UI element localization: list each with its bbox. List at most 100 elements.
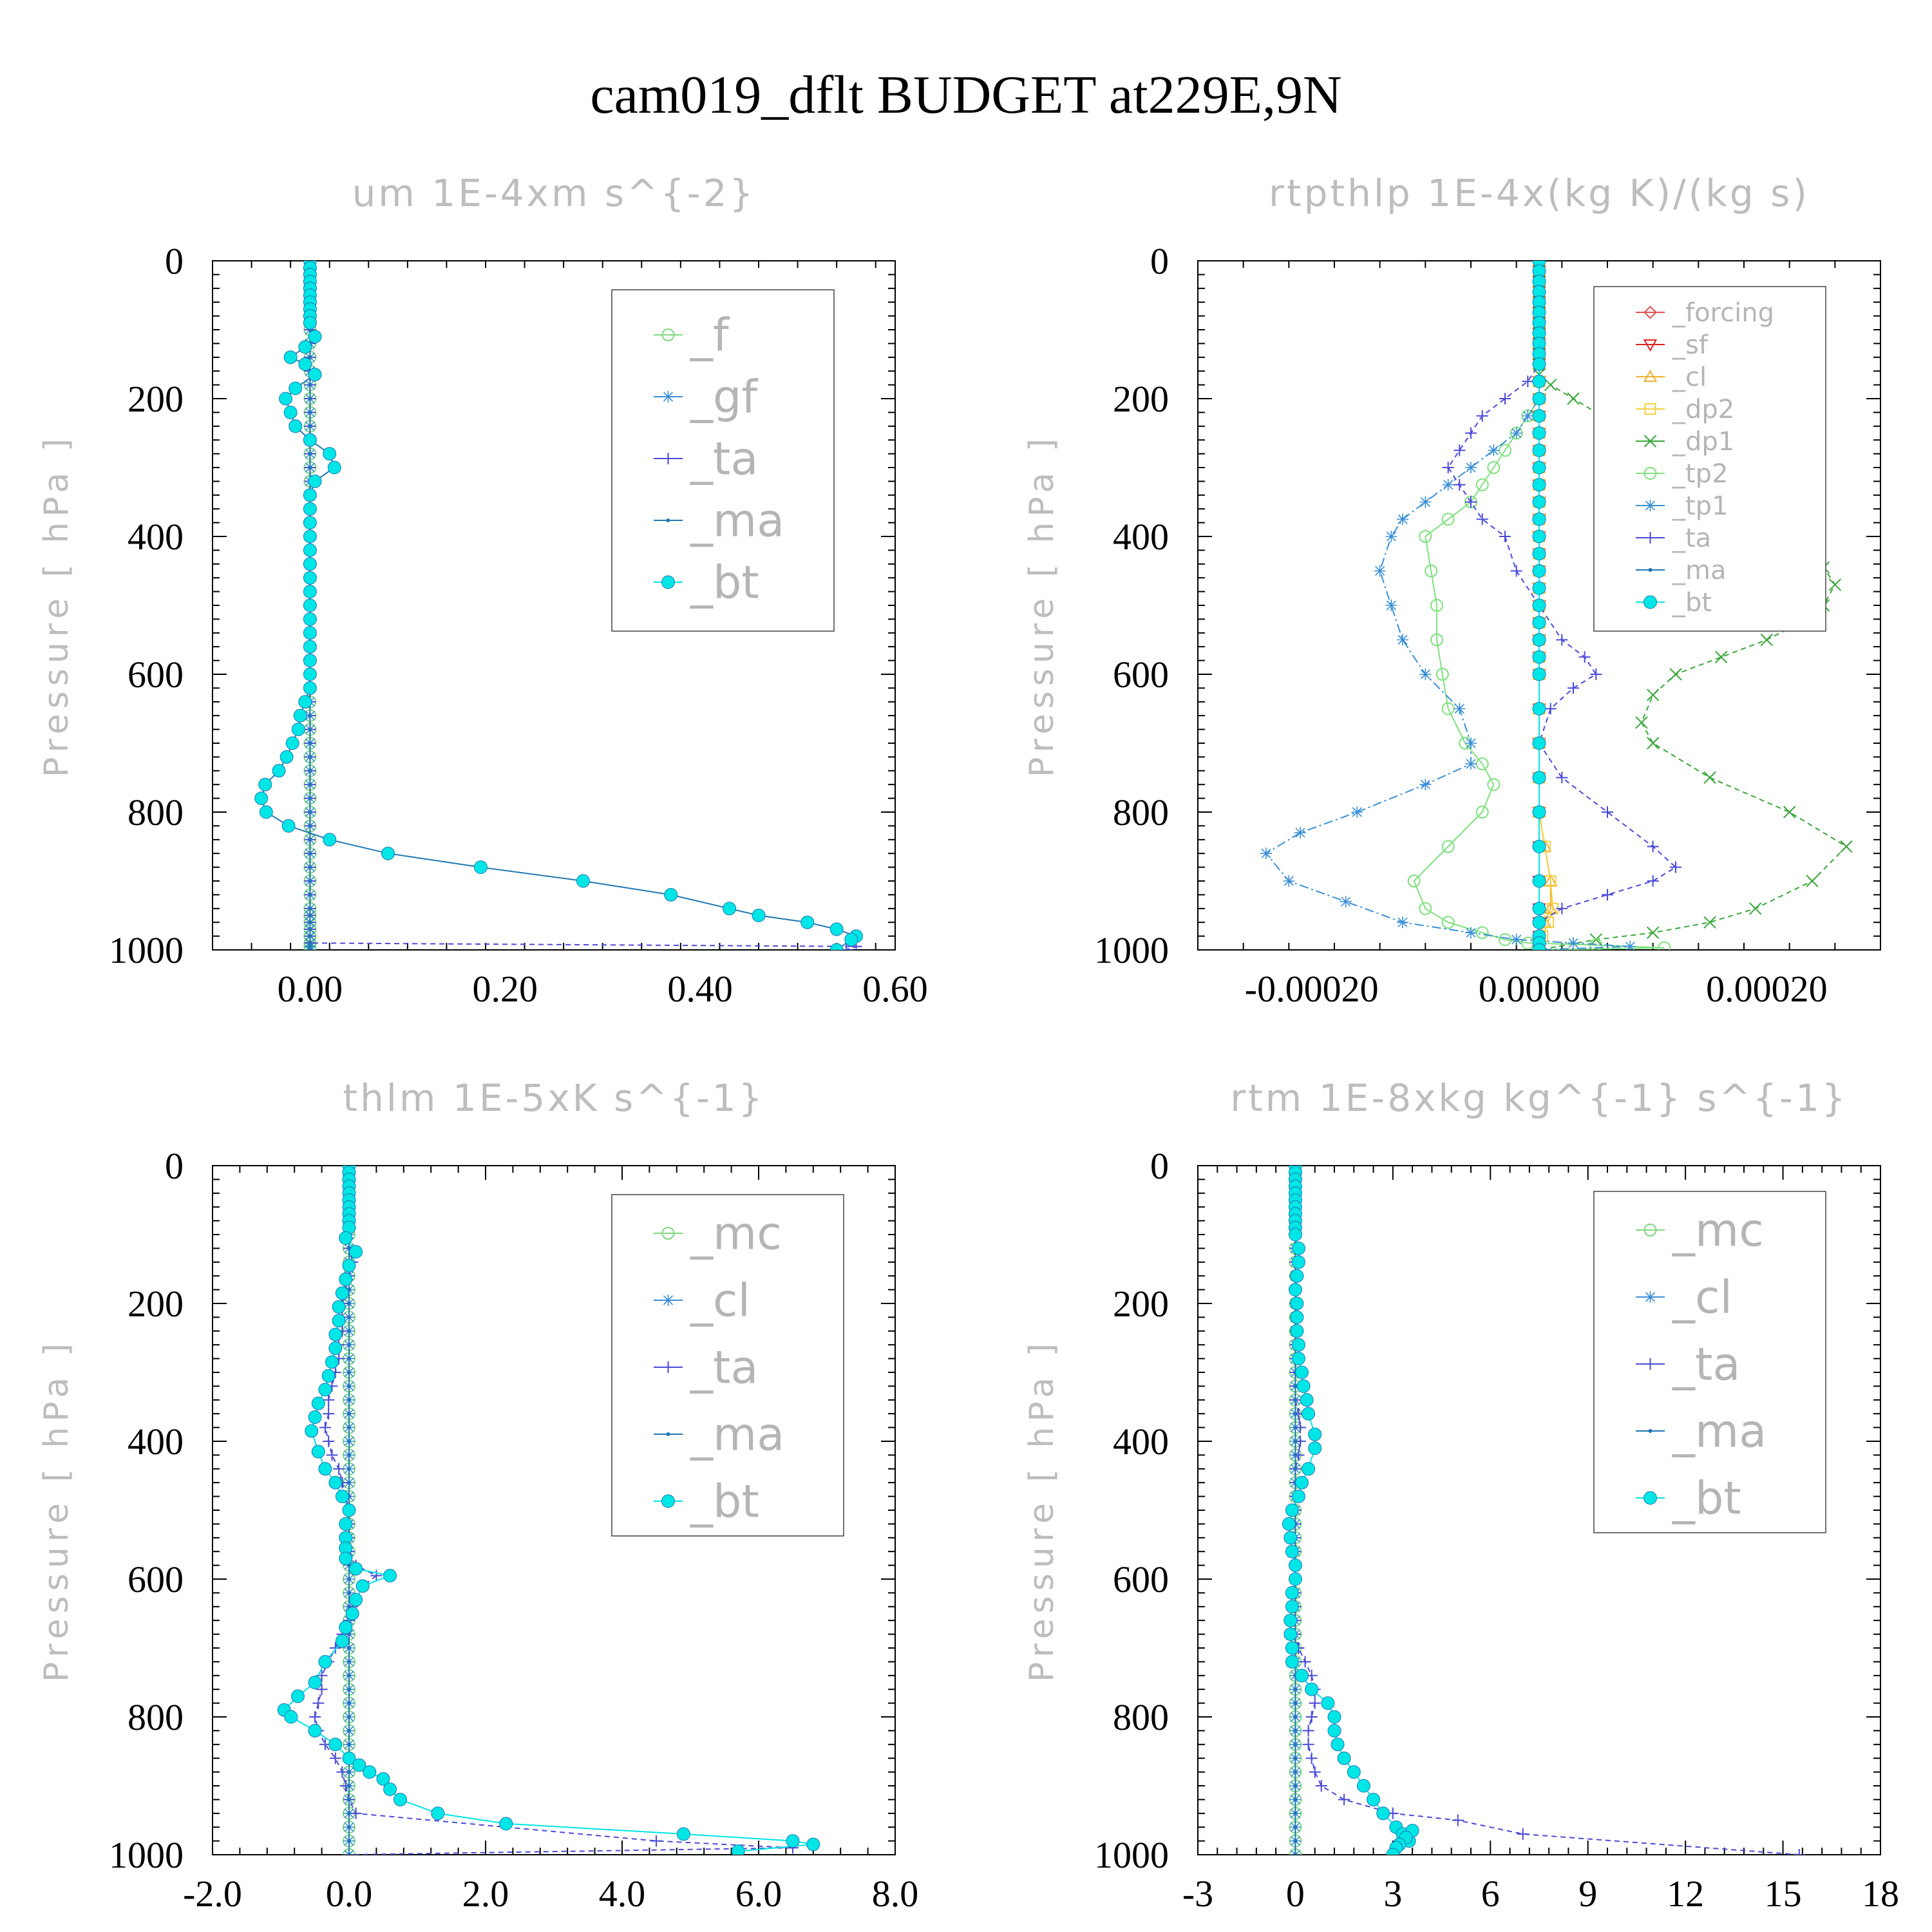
data-point <box>328 1738 343 1752</box>
legend-item: _ma <box>654 1408 784 1461</box>
data-point <box>312 1697 325 1709</box>
data-point <box>1293 1425 1298 1430</box>
data-point <box>1288 1558 1302 1573</box>
x-tick-label: 6.0 <box>735 1873 782 1915</box>
data-point <box>1293 1412 1298 1416</box>
y-tick-label: 800 <box>128 791 184 833</box>
data-point <box>303 654 317 668</box>
legend-box <box>611 289 835 632</box>
data-point <box>342 1258 356 1273</box>
data-point <box>1465 737 1477 749</box>
data-point <box>319 1421 331 1434</box>
data-point <box>1299 1656 1311 1668</box>
data-point <box>1385 531 1397 542</box>
data-point <box>1285 1544 1299 1558</box>
data-point <box>376 1772 390 1786</box>
legend-label: _mc <box>1672 1204 1764 1257</box>
x-tick-label: 9 <box>1578 1873 1597 1915</box>
data-point <box>1283 1627 1298 1642</box>
legend-label: _cl <box>1672 363 1707 392</box>
data-point <box>303 571 317 585</box>
data-point <box>1419 668 1432 680</box>
data-point <box>1386 1848 1400 1855</box>
data-point <box>1300 1393 1314 1407</box>
y-tick-label: 0 <box>165 240 184 282</box>
y-tick-label: 1000 <box>1094 929 1169 971</box>
data-point <box>1425 564 1438 578</box>
chart-panel-3: thlm 1E-5xK s^{-1} Pressure [ hPa ] -2.0 0.… <box>37 1076 918 1915</box>
data-point <box>1465 496 1477 508</box>
data-point <box>1302 1738 1314 1750</box>
y-tick-label: 200 <box>1113 378 1169 420</box>
data-point <box>1309 1697 1321 1709</box>
data-point <box>1544 703 1557 715</box>
data-point <box>352 1758 366 1772</box>
data-point <box>1714 650 1728 663</box>
data-point <box>281 819 296 833</box>
data-point <box>308 755 312 759</box>
data-point <box>1658 941 1671 950</box>
data-point <box>664 887 678 902</box>
data-point <box>1532 840 1546 853</box>
x-tick-label: 2.0 <box>462 1873 509 1915</box>
data-point <box>1419 902 1432 915</box>
data-point <box>1283 1531 1298 1545</box>
data-point <box>1532 805 1546 819</box>
data-point <box>1452 1814 1464 1826</box>
data-point <box>1294 827 1306 839</box>
data-point <box>303 543 317 557</box>
x-tick-label: 18 <box>1862 1873 1899 1915</box>
data-point <box>1327 1710 1341 1724</box>
data-point <box>1291 1241 1305 1255</box>
legend-item: _ta <box>1636 1338 1740 1391</box>
data-point <box>308 1410 322 1425</box>
legend-label: _cl <box>690 1274 750 1327</box>
data-point <box>347 1811 351 1815</box>
data-point <box>339 1273 353 1287</box>
data-point <box>318 1654 332 1669</box>
data-point <box>347 1315 351 1320</box>
legend-marker <box>662 391 674 402</box>
data-point <box>1454 478 1466 491</box>
data-point <box>298 340 312 354</box>
legend: _mc _cl _ta _ma _bt <box>611 1194 844 1537</box>
data-point <box>1828 578 1842 591</box>
data-point <box>349 1562 363 1576</box>
y-tick-label: 0 <box>1150 240 1169 282</box>
data-point <box>1293 1715 1298 1719</box>
data-point <box>347 1425 351 1430</box>
data-point <box>1435 668 1449 681</box>
data-point <box>347 1356 351 1361</box>
data-point <box>1532 426 1546 440</box>
legend-label: _bt <box>690 1475 759 1528</box>
data-point <box>1465 927 1477 939</box>
data-point <box>1293 1701 1298 1705</box>
legend: _f _gf _ta _ma _bt <box>611 289 835 632</box>
data-point <box>347 1481 351 1485</box>
legend-label: _ta <box>1672 524 1711 553</box>
data-point <box>1441 840 1455 853</box>
legend: _forcing_sf _cl _dp2 _dp1_tp2_tp1 _ta _ma _bt <box>1593 286 1826 632</box>
data-point <box>1347 1765 1361 1779</box>
data-point <box>309 1711 321 1723</box>
legend-marker <box>1643 305 1657 319</box>
data-point <box>1430 599 1443 612</box>
y-tick-label: 600 <box>128 654 184 696</box>
legend-item: _dp1 <box>1636 427 1734 457</box>
data-point <box>342 1503 356 1517</box>
x-tick-label: 12 <box>1667 1873 1704 1915</box>
panel-title: rtm 1E-8xkg kg^{-1} s^{-1} <box>1230 1076 1848 1120</box>
data-point <box>308 948 312 950</box>
chart-panel-2: rtpthlp 1E-4x(kg K)/(kg s) Pressure [ hPa… <box>1023 171 1881 1010</box>
data-point <box>1454 703 1466 715</box>
data-point <box>303 681 317 695</box>
data-point <box>308 893 312 897</box>
legend-label: _bt <box>1672 1472 1741 1525</box>
legend-marker <box>1643 467 1657 480</box>
data-point <box>1309 1766 1321 1778</box>
data-point <box>298 357 312 371</box>
data-point <box>1302 1462 1316 1476</box>
data-point <box>1465 462 1477 473</box>
data-point <box>305 1424 319 1438</box>
legend-marker <box>662 1361 674 1373</box>
